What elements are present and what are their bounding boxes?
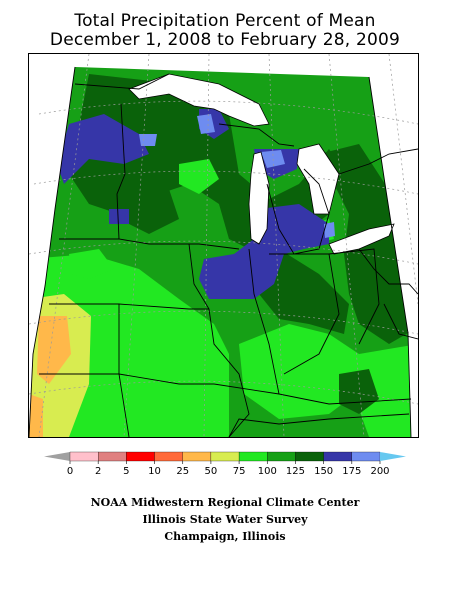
legend-tick-label: 200 xyxy=(370,466,389,477)
legend-bin-2-5 xyxy=(98,451,127,462)
legend-tick-label: 50 xyxy=(205,466,218,477)
footer-organization: NOAA Midwestern Regional Climate Center xyxy=(90,496,360,509)
color-legend: 0 2 5 10 25 50 75 100 125 150 175 200 xyxy=(44,451,406,481)
state-boundaries xyxy=(29,66,418,437)
legend-tick-label: 0 xyxy=(67,466,73,477)
legend-tick-label: 100 xyxy=(258,466,277,477)
legend-tick-label: 150 xyxy=(314,466,333,477)
legend-bin-175-200 xyxy=(351,451,381,462)
legend-bin-5-10 xyxy=(126,451,155,462)
legend-tick-label: 10 xyxy=(148,466,161,477)
legend-bin-10-25 xyxy=(154,451,183,462)
legend-bin-125-150 xyxy=(295,451,324,462)
legend-tick-label: 25 xyxy=(176,466,189,477)
legend-bin-75-100 xyxy=(238,451,268,462)
footer-agency: Illinois State Water Survey xyxy=(142,513,308,526)
legend-tick-label: 5 xyxy=(123,466,129,477)
precipitation-map-graphic xyxy=(29,54,418,437)
legend-bin-50-75 xyxy=(210,451,240,462)
legend-below-arrow xyxy=(44,452,70,461)
footer-location: Champaign, Illinois xyxy=(164,530,286,543)
graticule-lines xyxy=(29,54,418,437)
lake-outlines xyxy=(128,73,395,255)
legend-bin-150-175 xyxy=(323,451,352,462)
map-date-range: December 1, 2008 to February 28, 2009 xyxy=(49,30,401,50)
legend-above-arrow xyxy=(380,452,406,461)
legend-tick-label: 2 xyxy=(95,466,101,477)
legend-bin-0-2 xyxy=(69,451,99,462)
legend-tick-label: 175 xyxy=(342,466,361,477)
precipitation-map xyxy=(28,53,419,438)
legend-bin-25-50 xyxy=(182,451,212,462)
precipitation-fill xyxy=(29,67,411,437)
legend-tick-label: 125 xyxy=(286,466,305,477)
map-title: Total Precipitation Percent of Mean xyxy=(74,11,376,31)
legend-bin-100-125 xyxy=(267,451,296,462)
legend-tick-label: 75 xyxy=(233,466,246,477)
legend-colorbar: 0 2 5 10 25 50 75 100 125 150 175 200 xyxy=(44,451,406,477)
